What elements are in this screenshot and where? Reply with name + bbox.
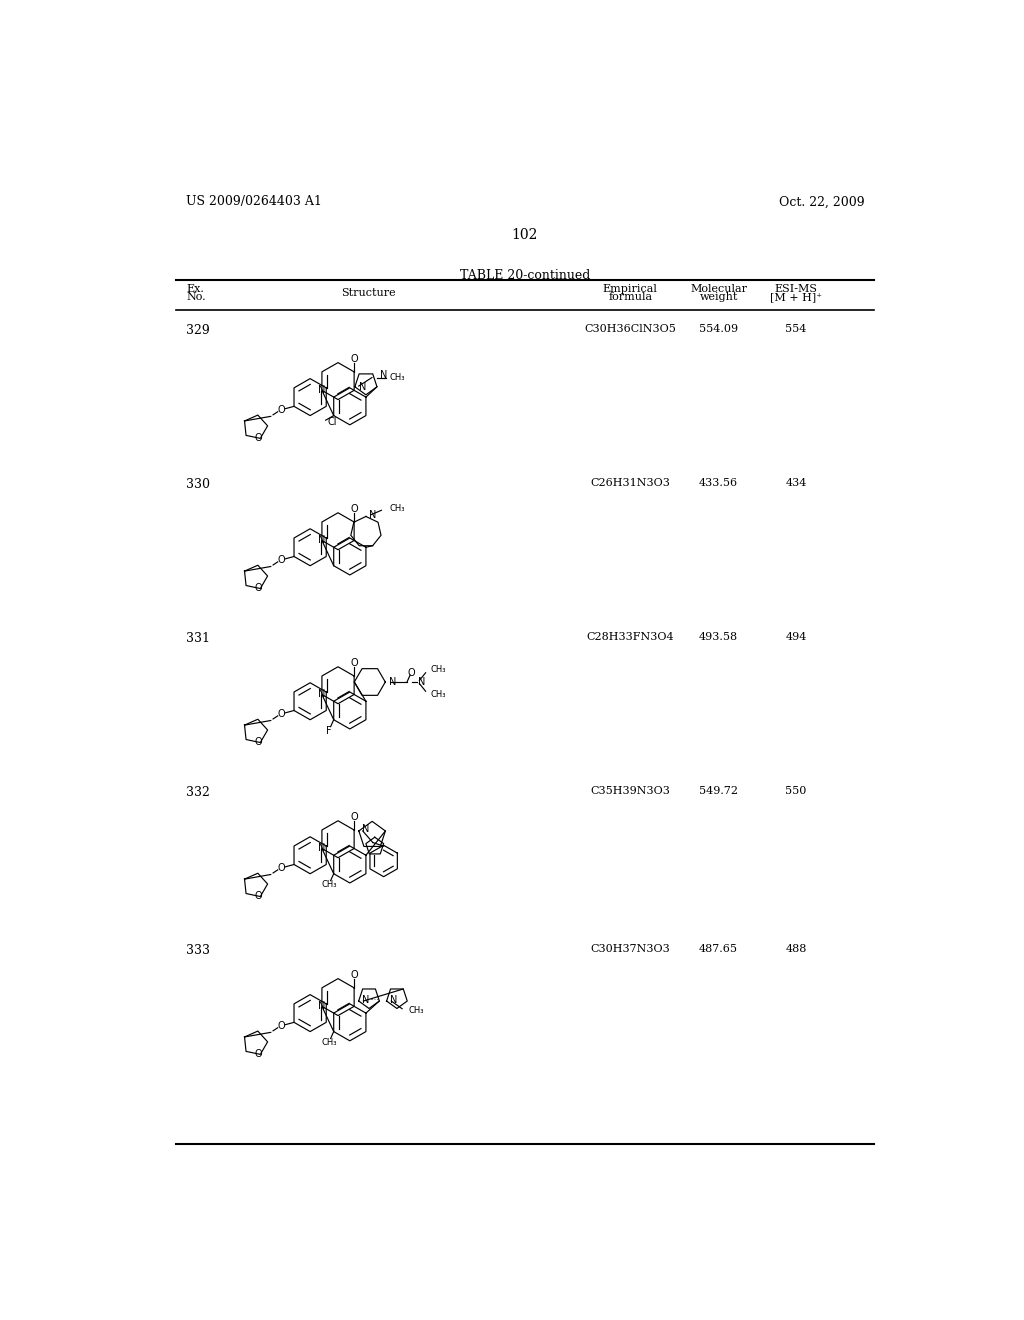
Text: N: N xyxy=(318,385,326,395)
Text: F: F xyxy=(327,726,332,735)
Text: Cl: Cl xyxy=(327,417,337,426)
Text: O: O xyxy=(255,737,262,747)
Text: N: N xyxy=(390,995,397,1006)
Text: O: O xyxy=(255,582,262,593)
Text: Molecular: Molecular xyxy=(690,284,748,294)
Text: CH₃: CH₃ xyxy=(430,690,445,698)
Text: N: N xyxy=(358,381,367,392)
Text: 554: 554 xyxy=(785,323,807,334)
Text: N: N xyxy=(380,370,387,380)
Text: O: O xyxy=(278,1022,286,1031)
Text: Empirical: Empirical xyxy=(603,284,657,294)
Text: O: O xyxy=(278,709,286,719)
Text: N: N xyxy=(318,1002,326,1011)
Text: 332: 332 xyxy=(186,785,210,799)
Text: O: O xyxy=(278,405,286,416)
Text: O: O xyxy=(350,504,358,513)
Text: 550: 550 xyxy=(785,785,807,796)
Text: US 2009/0264403 A1: US 2009/0264403 A1 xyxy=(186,195,322,209)
Text: N: N xyxy=(361,995,370,1006)
Text: O: O xyxy=(278,556,286,565)
Text: C30H36ClN3O5: C30H36ClN3O5 xyxy=(585,323,676,334)
Text: N: N xyxy=(369,510,377,520)
Text: 330: 330 xyxy=(186,478,210,491)
Text: 494: 494 xyxy=(785,632,807,642)
Text: O: O xyxy=(255,433,262,442)
Text: 434: 434 xyxy=(785,478,807,488)
Text: CH₃: CH₃ xyxy=(409,1006,424,1015)
Text: C30H37N3O3: C30H37N3O3 xyxy=(590,944,670,954)
Text: N: N xyxy=(389,677,396,686)
Text: ....: .... xyxy=(370,993,379,1002)
Text: Ex.: Ex. xyxy=(186,284,204,294)
Text: CH₃: CH₃ xyxy=(322,880,337,888)
Text: N: N xyxy=(318,843,326,854)
Text: O: O xyxy=(278,863,286,874)
Text: O: O xyxy=(255,1048,262,1059)
Text: O: O xyxy=(350,657,358,668)
Text: CH₃: CH₃ xyxy=(389,504,404,513)
Text: [M + H]⁺: [M + H]⁺ xyxy=(770,293,822,302)
Text: 433.56: 433.56 xyxy=(699,478,738,488)
Text: C35H39N3O3: C35H39N3O3 xyxy=(590,785,670,796)
Text: 487.65: 487.65 xyxy=(699,944,738,954)
Text: 549.72: 549.72 xyxy=(699,785,738,796)
Text: No.: No. xyxy=(186,293,206,302)
Text: O: O xyxy=(255,891,262,900)
Text: O: O xyxy=(350,812,358,822)
Text: Oct. 22, 2009: Oct. 22, 2009 xyxy=(778,195,864,209)
Text: N: N xyxy=(318,689,326,700)
Text: 554.09: 554.09 xyxy=(699,323,738,334)
Text: formula: formula xyxy=(608,293,652,302)
Text: O: O xyxy=(350,970,358,979)
Text: Structure: Structure xyxy=(341,288,395,298)
Text: CH₃: CH₃ xyxy=(430,665,445,675)
Text: CH₃: CH₃ xyxy=(322,1038,337,1047)
Text: C28H33FN3O4: C28H33FN3O4 xyxy=(587,632,674,642)
Text: N: N xyxy=(318,536,326,545)
Text: 331: 331 xyxy=(186,632,210,645)
Text: N: N xyxy=(361,825,370,834)
Text: TABLE 20-continued: TABLE 20-continued xyxy=(460,268,590,281)
Text: 102: 102 xyxy=(512,227,538,242)
Text: 329: 329 xyxy=(186,323,210,337)
Text: weight: weight xyxy=(699,293,737,302)
Text: ESI-MS: ESI-MS xyxy=(774,284,817,294)
Text: 488: 488 xyxy=(785,944,807,954)
Text: N: N xyxy=(418,677,425,686)
Text: 333: 333 xyxy=(186,944,210,957)
Text: C26H31N3O3: C26H31N3O3 xyxy=(590,478,670,488)
Text: O: O xyxy=(408,668,415,677)
Text: 493.58: 493.58 xyxy=(699,632,738,642)
Text: CH₃: CH₃ xyxy=(390,374,406,381)
Text: O: O xyxy=(350,354,358,364)
